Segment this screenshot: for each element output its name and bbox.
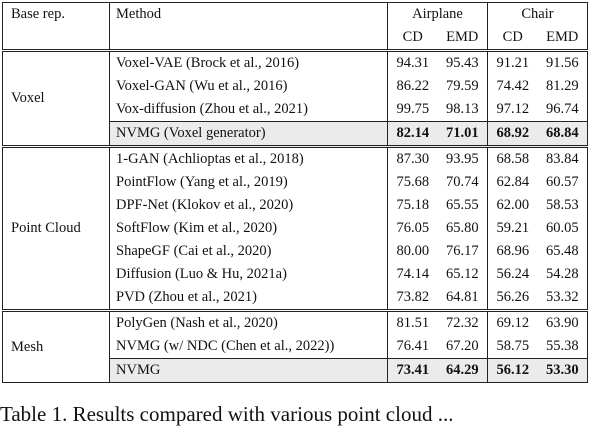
- metric-value: 65.80: [437, 217, 488, 240]
- metric-value: 68.92: [487, 121, 538, 147]
- metric-value: 60.57: [537, 171, 588, 194]
- base-rep-label: Point Cloud: [2, 145, 110, 311]
- header-method: Method: [109, 2, 388, 51]
- metric-value: 65.12: [437, 263, 488, 286]
- metric-value: 83.84: [537, 145, 588, 171]
- metric-value: 58.75: [496, 338, 530, 354]
- metric-value: 81.29: [537, 75, 588, 98]
- metric-value: 65.48: [537, 240, 588, 263]
- metric-value: 64.81: [437, 286, 488, 311]
- metric-value: 75.18: [396, 197, 430, 213]
- method-name: Vox-diffusion (Zhou et al., 2021): [109, 98, 388, 122]
- method-name: 1-GAN (Achlioptas et al., 2018): [109, 145, 388, 171]
- table-row: PointFlow (Yang et al., 2019) 75.68 70.74 6…: [3, 171, 588, 194]
- table-row: Voxel Voxel-VAE (Brock et al., 2016) 94.31…: [2, 49, 588, 147]
- metric-value: 56.26: [487, 286, 538, 311]
- metric-value: 76.41: [396, 338, 430, 354]
- table-row: Vox-diffusion (Zhou et al., 2021) 99.75 98…: [3, 98, 588, 122]
- table-row: SoftFlow (Kim et al., 2020) 76.05 65.80 59.…: [3, 217, 588, 240]
- metric-value: 56.12: [487, 358, 538, 383]
- table-row: ShapeGF (Cai et al., 2020) 80.00 76.17 68.9…: [3, 240, 588, 263]
- metric-value: 91.56: [537, 49, 588, 75]
- method-name: SoftFlow (Kim et al., 2020): [109, 217, 388, 240]
- table-row: Diffusion (Luo & Hu, 2021a) 74.14 65.12 56.…: [3, 263, 588, 286]
- table-caption: Table 1. Results compared with various p…: [0, 402, 454, 426]
- metric-value: 62.84: [496, 174, 530, 190]
- metric-value: 68.58: [487, 145, 538, 171]
- method-name: Voxel-GAN (Wu et al., 2016): [109, 75, 388, 98]
- metric-value: 74.42: [496, 78, 530, 94]
- metric-value: 87.30: [387, 145, 438, 171]
- metric-value: 74.14: [396, 266, 430, 282]
- metric-value: 59.21: [496, 220, 530, 236]
- header-metric: EMD: [437, 26, 488, 51]
- table-row: DPF-Net (Klokov et al., 2020) 75.18 65.55 6…: [3, 194, 588, 217]
- metric-value: 86.22: [396, 78, 430, 94]
- metric-value: 71.01: [437, 121, 488, 147]
- metric-value: 73.41: [387, 358, 438, 383]
- header-group-chair: Chair: [487, 2, 588, 26]
- method-name: PolyGen (Nash et al., 2020): [109, 309, 388, 335]
- metric-value: 75.68: [396, 174, 430, 190]
- method-name: ShapeGF (Cai et al., 2020): [109, 240, 388, 263]
- metric-value: 93.95: [437, 145, 488, 171]
- metric-value: 54.28: [537, 263, 588, 286]
- table-row: Mesh PolyGen (Nash et al., 2020) 81.51 72.3…: [2, 309, 588, 383]
- metric-value: 53.32: [537, 286, 588, 311]
- metric-value: 79.59: [437, 75, 488, 98]
- metric-value: 94.31: [387, 49, 438, 75]
- table-row: Point Cloud 1-GAN (Achlioptas et al., 201…: [2, 145, 588, 311]
- method-name: Voxel-VAE (Brock et al., 2016): [109, 49, 388, 75]
- metric-value: 56.24: [496, 266, 530, 282]
- metric-value: 68.84: [537, 121, 588, 147]
- metric-value: 60.05: [537, 217, 588, 240]
- table-row: NVMG (w/ NDC (Chen et al., 2022)) 76.41 67…: [3, 335, 588, 359]
- metric-value: 58.53: [537, 194, 588, 217]
- metric-value: 98.13: [437, 98, 488, 122]
- base-rep-label: Voxel: [2, 49, 110, 147]
- base-rep-label: Mesh: [2, 309, 110, 383]
- table-row: Voxel-GAN (Wu et al., 2016) 86.22 79.59 74.…: [3, 75, 588, 98]
- metric-value: 73.82: [387, 286, 438, 311]
- results-table: Base rep. Method Airplane Chair CD EMD CD EMD Vo…: [2, 2, 588, 383]
- metric-value: 96.74: [537, 98, 588, 122]
- metric-value: 76.17: [437, 240, 488, 263]
- method-name: NVMG (w/ NDC (Chen et al., 2022)): [109, 335, 388, 359]
- header-base-rep: Base rep.: [2, 2, 110, 51]
- metric-value: 67.20: [437, 335, 488, 359]
- metric-value: 63.90: [537, 309, 588, 335]
- metric-value: 65.55: [437, 194, 488, 217]
- metric-value: 55.38: [537, 335, 588, 359]
- metric-value: 81.51: [387, 309, 438, 335]
- method-name: PointFlow (Yang et al., 2019): [109, 171, 388, 194]
- metric-value: 53.30: [537, 358, 588, 383]
- metric-value: 80.00: [396, 243, 430, 259]
- metric-value: 95.43: [437, 49, 488, 75]
- metric-value: 62.00: [496, 197, 530, 213]
- header-metric: EMD: [537, 26, 588, 51]
- metric-value: 64.29: [437, 358, 488, 383]
- header-group-airplane: Airplane: [387, 2, 488, 26]
- header-metric-row: CD EMD CD EMD: [3, 26, 588, 51]
- method-name: Diffusion (Luo & Hu, 2021a): [109, 263, 388, 286]
- metric-value: 68.96: [496, 243, 530, 259]
- header-metric: CD: [402, 29, 423, 45]
- method-name: NVMG: [109, 358, 388, 383]
- metric-value: 69.12: [487, 309, 538, 335]
- metric-value: 91.21: [487, 49, 538, 75]
- method-name: NVMG (Voxel generator): [109, 121, 388, 147]
- metric-value: 82.14: [387, 121, 438, 147]
- header-row: Base rep. Method Airplane Chair: [2, 2, 588, 51]
- metric-value: 97.12: [496, 101, 530, 117]
- method-name: PVD (Zhou et al., 2021): [109, 286, 388, 311]
- method-name: DPF-Net (Klokov et al., 2020): [109, 194, 388, 217]
- metric-value: 99.75: [396, 101, 430, 117]
- metric-value: 72.32: [437, 309, 488, 335]
- header-metric: CD: [502, 29, 523, 45]
- metric-value: 76.05: [396, 220, 430, 236]
- table-row: NVMG 73.41 64.29 56.12 53.30: [3, 358, 588, 383]
- metric-value: 70.74: [437, 171, 488, 194]
- table-row: NVMG (Voxel generator) 82.14 71.01 68.92 68.…: [3, 121, 588, 147]
